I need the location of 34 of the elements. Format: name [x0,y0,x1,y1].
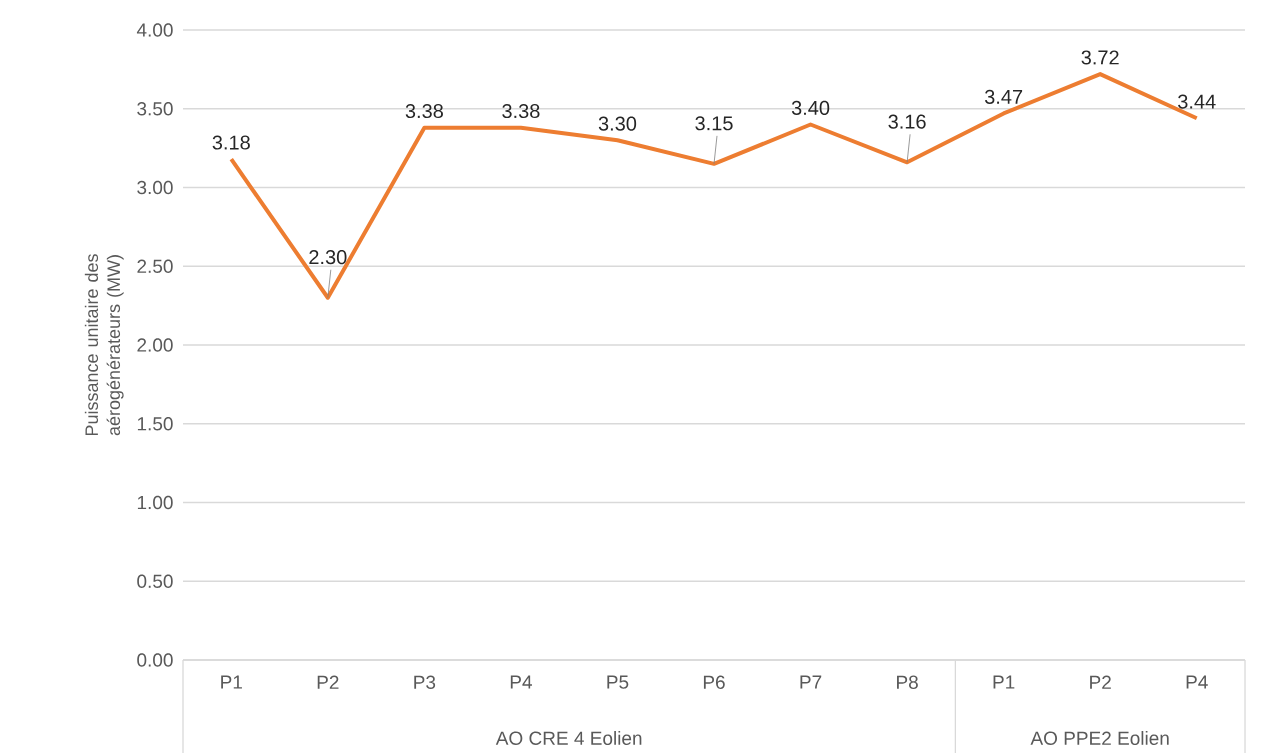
data-label: 3.30 [598,116,637,131]
y-tick-label: 0.00 [137,653,173,667]
x-tick-label: P6 [703,675,725,689]
y-tick-label: 0.50 [137,574,173,588]
y-tick-label: 3.50 [137,102,173,116]
y-axis-title: Puissance unitaire des aérogénérateurs (MW) [84,254,124,436]
y-tick-label: 2.00 [137,338,173,352]
data-label: 3.47 [984,89,1023,104]
data-label: 3.15 [695,116,733,131]
data-label: 3.16 [888,114,926,129]
y-tick-label: 1.50 [137,417,173,431]
x-tick-label: P1 [993,675,1015,689]
x-tick-label: P8 [897,675,918,689]
y-tick-label: 3.00 [137,180,173,195]
y-tick-label: 4.00 [136,23,173,37]
x-tick-label: P1 [221,675,242,689]
y-tick-label: 1.00 [137,495,173,510]
text: AO PPE2 Eolien [1030,731,1169,745]
data-label: 3.38 [502,103,540,119]
data-label: 3.72 [1081,50,1119,65]
x-tick-label: P3 [414,675,436,689]
y-tick-label: 2.50 [137,259,173,273]
x-tick-label: P7 [800,675,822,689]
text: AO CRE 4 Eolien [495,731,642,745]
data-label: 3.40 [791,100,830,115]
x-tick-label: P5 [607,675,629,689]
x-tick-label: P4 [510,675,532,689]
data-label: 3.44 [1178,94,1216,109]
data-label: 3.18 [212,135,250,150]
x-tick-label: P2 [1090,675,1111,689]
x-tick-label: P4 [1186,675,1208,689]
data-label: 3.38 [405,103,443,119]
x-tick-label: P2 [317,675,339,689]
data-label: 2.30 [309,250,347,265]
